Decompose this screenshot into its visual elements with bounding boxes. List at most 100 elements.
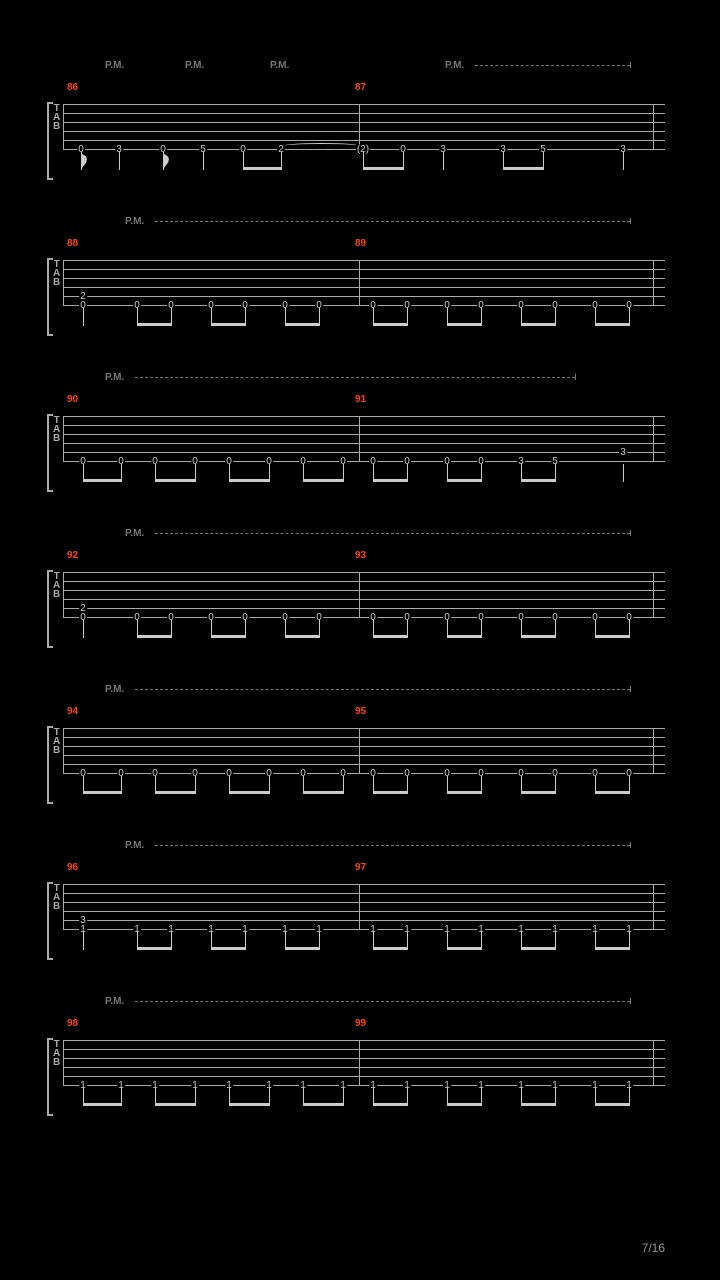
beam (303, 791, 344, 794)
measure-number-row: 88 89 (55, 238, 665, 254)
stem (623, 152, 624, 170)
beam (243, 167, 282, 170)
string-line (63, 416, 665, 417)
beam (521, 479, 556, 482)
string-line (63, 581, 665, 582)
beam (303, 479, 344, 482)
string-line (63, 902, 665, 903)
flag-icon (164, 154, 172, 166)
measure-number: 98 (67, 1018, 78, 1029)
beam (595, 635, 630, 638)
barline (653, 728, 654, 773)
page-number: 7/16 (642, 1241, 665, 1255)
string-line (63, 590, 665, 591)
barline (653, 416, 654, 461)
pm-dash (155, 221, 630, 222)
beam (373, 791, 408, 794)
tab-clef: TAB (53, 104, 60, 131)
barline (359, 260, 360, 305)
measure-number: 87 (355, 82, 366, 93)
beam (373, 1103, 408, 1106)
beam (83, 1103, 122, 1106)
beam (521, 635, 556, 638)
barline (653, 572, 654, 617)
string-line (63, 572, 665, 573)
string-line (63, 746, 665, 747)
string-line (63, 1040, 665, 1041)
stem (119, 152, 120, 170)
rhythm-stems (63, 932, 665, 956)
pm-dash (135, 1001, 630, 1002)
string-line (63, 929, 665, 930)
beam (137, 323, 172, 326)
pm-label: P.M. (105, 60, 124, 71)
tab-clef: TAB (53, 884, 60, 911)
pm-dash (155, 533, 630, 534)
tab-system: P.M.9697TAB3111111111111111 (55, 840, 665, 938)
measure-number: 96 (67, 862, 78, 873)
barline (359, 416, 360, 461)
pm-label: P.M. (125, 528, 144, 539)
beam (595, 1103, 630, 1106)
measure-number: 88 (67, 238, 78, 249)
beam (155, 1103, 196, 1106)
rhythm-stems (63, 1088, 665, 1112)
string-line (63, 140, 665, 141)
beam (595, 791, 630, 794)
beam (137, 635, 172, 638)
string-line (63, 608, 665, 609)
flag-icon (82, 154, 90, 166)
string-line (63, 113, 665, 114)
measure-number: 95 (355, 706, 366, 717)
tab-staff: TAB000000000000353 (55, 410, 665, 470)
string-line (63, 1049, 665, 1050)
beam (503, 167, 544, 170)
beam (229, 479, 270, 482)
beam (211, 635, 246, 638)
string-line (63, 884, 665, 885)
tie (283, 143, 361, 149)
beam (373, 947, 408, 950)
rhythm-stems (63, 152, 665, 176)
barline (653, 104, 654, 149)
rhythm-stems (63, 776, 665, 800)
pm-label: P.M. (105, 996, 124, 1007)
barline (359, 1040, 360, 1085)
string-line (63, 443, 665, 444)
barline (359, 572, 360, 617)
beam (595, 947, 630, 950)
beam (229, 791, 270, 794)
barline (359, 884, 360, 929)
string-line (63, 755, 665, 756)
string-line (63, 425, 665, 426)
measure-number: 99 (355, 1018, 366, 1029)
string-line (63, 617, 665, 618)
pm-dash (475, 65, 630, 66)
string-line (63, 911, 665, 912)
beam (521, 323, 556, 326)
beam (447, 947, 482, 950)
string-line (63, 104, 665, 105)
stem (443, 152, 444, 170)
tab-staff: TAB0000000000000000 (55, 722, 665, 782)
tab-clef: TAB (53, 1040, 60, 1067)
tab-clef: TAB (53, 728, 60, 755)
measure-number: 89 (355, 238, 366, 249)
pm-dash (135, 689, 630, 690)
beam (447, 479, 482, 482)
palm-mute-row: P.M. (55, 840, 665, 858)
palm-mute-row: P.M. (55, 528, 665, 546)
string-line (63, 296, 665, 297)
string-line (63, 122, 665, 123)
tab-clef: TAB (53, 260, 60, 287)
beam (83, 791, 122, 794)
beam (211, 323, 246, 326)
barline (653, 884, 654, 929)
string-line (63, 764, 665, 765)
measure-number: 93 (355, 550, 366, 561)
tab-page: P.M.P.M.P.M.P.M.8687TAB030502(2)03353P.M… (0, 0, 720, 1192)
beam (285, 635, 320, 638)
pm-dash-end (630, 842, 631, 848)
barline (653, 1040, 654, 1085)
stem (623, 464, 624, 482)
